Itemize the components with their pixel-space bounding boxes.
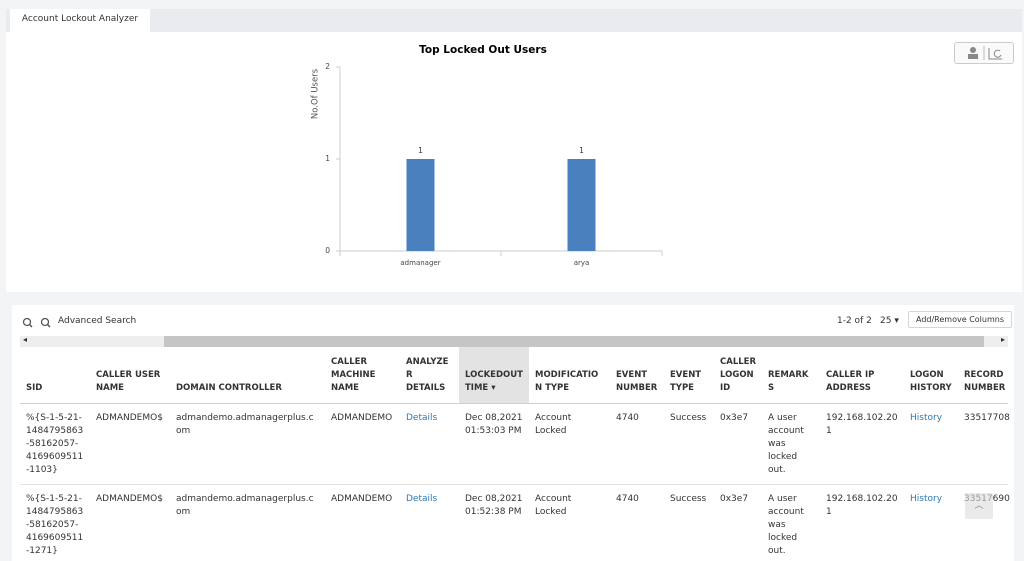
table-cell: ADMANDEMO [331, 413, 393, 423]
table-cell: Account Locked [535, 494, 572, 517]
link-cell[interactable]: Details [406, 413, 438, 423]
column-header[interactable]: RECORD NUMBER [958, 347, 1014, 403]
y-axis-label: No.Of Users [311, 68, 321, 119]
chart-actions[interactable] [954, 42, 1014, 64]
scroll-right[interactable]: ▸ [1000, 335, 1005, 344]
y-tick-label: 1 [325, 154, 330, 163]
table-cell: %{S-1-5-21-1484795863-58162057-416960951… [26, 413, 84, 475]
table-cell: admandemo.admanagerplus.com [176, 494, 314, 517]
column-header-text[interactable]: RECORD NUMBER [964, 370, 1006, 393]
table-cell: ADMANDEMO$ [96, 494, 163, 504]
scroll-thumb[interactable] [164, 336, 984, 347]
column-header-text[interactable]: MODIFICATION TYPE [535, 370, 599, 393]
report-panel: Advanced Search 1-2 of 2 25 ▾ Add/Remove… [12, 305, 1014, 561]
data-label: 1 [579, 146, 584, 155]
data-label: 1 [418, 146, 423, 155]
table-cell: 4740 [616, 413, 639, 423]
x-tick-label: admanager [400, 259, 440, 267]
table-cell: 33517708 [964, 413, 1010, 423]
link-cell[interactable]: Details [406, 494, 438, 504]
table-cell: 4740 [616, 494, 639, 504]
column-header[interactable]: CALLER IP ADDRESS [820, 347, 904, 403]
tab-bar: Account Lockout Analyzer [6, 9, 1022, 32]
header-row: SID CALLER USER NAME DOMAIN CONTROLLER CALL… [20, 347, 1008, 404]
column-header-text[interactable]: CALLER MACHINE NAME [331, 357, 376, 393]
column-header[interactable]: CALLER LOGON ID [714, 347, 762, 403]
page-size[interactable]: 25 ▾ [880, 316, 899, 326]
table-cell: admandemo.admanagerplus.com [176, 413, 314, 436]
column-header[interactable]: MODIFICATION TYPE [529, 347, 610, 403]
table-cell: 0x3e7 [720, 494, 749, 504]
table-row: %{S-1-5-21-1484795863-58162057-416960951… [20, 404, 1010, 485]
page-size-value[interactable]: 25 [880, 316, 892, 326]
column-header-text[interactable]: LOGON HISTORY [910, 370, 952, 393]
bar [567, 159, 596, 251]
y-tick-label: 0 [325, 246, 330, 255]
data-table: SID CALLER USER NAME DOMAIN CONTROLLER CALL… [20, 347, 1010, 561]
column-header-text[interactable]: ANALYZER DETAILS [406, 357, 449, 393]
column-header-text[interactable]: LOCKEDOUT TIME ▾ [465, 370, 523, 393]
table-cell: 0x3e7 [720, 413, 749, 423]
column-header-text[interactable]: DOMAIN CONTROLLER [176, 383, 282, 393]
table-cell: %{S-1-5-21-1484795863-58162057-416960951… [26, 494, 84, 556]
column-header[interactable]: ANALYZER DETAILS [400, 347, 459, 403]
table-cell: Success [670, 494, 707, 504]
horizontal-scrollbar[interactable]: ◂ ▸ [20, 335, 1008, 347]
column-header-text[interactable]: EVENT TYPE [670, 370, 702, 393]
chart-title: Top Locked Out Users [419, 44, 547, 56]
bar [406, 159, 435, 251]
column-header[interactable]: CALLER USER NAME [90, 347, 170, 403]
link-cell[interactable]: History [910, 413, 943, 423]
column-header-text[interactable]: REMARKS [768, 370, 809, 393]
column-header[interactable]: SID [20, 347, 90, 403]
column-header[interactable]: EVENT NUMBER [610, 347, 664, 403]
sort-arrow[interactable]: ▾ [488, 383, 496, 393]
x-tick-label: arya [574, 259, 590, 267]
table-cell: Account Locked [535, 413, 572, 436]
table-cell: Dec 08,2021 01:52:38 PM [465, 494, 523, 517]
column-header[interactable]: LOCKEDOUT TIME ▾ [459, 347, 529, 403]
link-cell[interactable]: History [910, 494, 943, 504]
tab[interactable]: Account Lockout Analyzer [10, 9, 150, 32]
table-cell: A user account was locked out. [768, 494, 804, 556]
add-remove-columns[interactable]: Add/Remove Columns [908, 311, 1012, 328]
paging-info: 1-2 of 2 [837, 316, 872, 326]
advanced-search[interactable]: Advanced Search [58, 316, 137, 326]
search-icons[interactable] [22, 317, 52, 329]
table-cell: 192.168.102.201 [826, 413, 898, 436]
column-header[interactable]: DOMAIN CONTROLLER [170, 347, 325, 403]
chart: Top Locked Out Users No.Of Users 0 1 2 adma… [311, 44, 663, 267]
toolbar: Advanced Search 1-2 of 2 25 ▾ Add/Remove… [12, 311, 1014, 333]
column-header[interactable]: LOGON HISTORY [904, 347, 958, 403]
column-header[interactable]: REMARKS [762, 347, 820, 403]
y-tick-label: 2 [325, 62, 330, 71]
table-cell: Success [670, 413, 707, 423]
column-header-text[interactable]: CALLER LOGON ID [720, 357, 757, 393]
scroll-top-button[interactable]: ︿ [965, 493, 993, 519]
column-header-text[interactable]: EVENT NUMBER [616, 370, 658, 393]
table-cell: 192.168.102.201 [826, 494, 898, 517]
table-cell: ADMANDEMO [331, 494, 393, 504]
table-cell: A user account was locked out. [768, 413, 804, 475]
column-header[interactable]: CALLER MACHINE NAME [325, 347, 400, 403]
scroll-left[interactable]: ◂ [23, 335, 28, 344]
column-header-text[interactable]: CALLER IP ADDRESS [826, 370, 875, 393]
table-cell: Dec 08,2021 01:53:03 PM [465, 413, 523, 436]
column-header-text[interactable]: SID [26, 383, 43, 393]
chart-panel: Top Locked Out Users No.Of Users 0 1 2 adma… [6, 32, 1022, 292]
table-cell: ADMANDEMO$ [96, 413, 163, 423]
column-header-text[interactable]: CALLER USER NAME [96, 370, 161, 393]
table-row: %{S-1-5-21-1484795863-58162057-416960951… [20, 485, 1010, 561]
column-header[interactable]: EVENT TYPE [664, 347, 714, 403]
chart-action-icons [968, 46, 1002, 60]
